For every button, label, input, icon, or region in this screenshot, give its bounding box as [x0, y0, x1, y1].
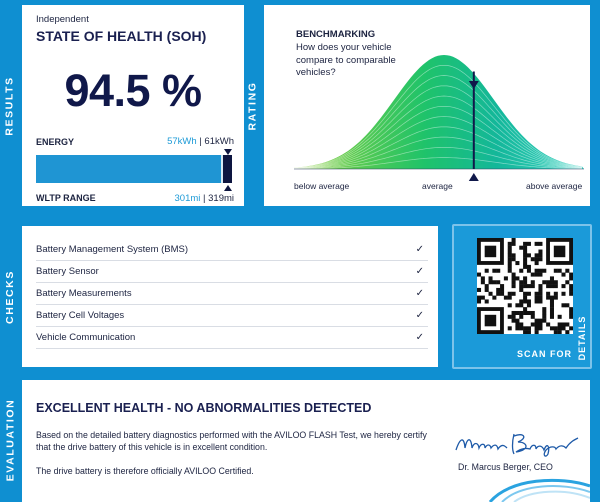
bell-curve-contour — [294, 85, 583, 169]
capacity-bar — [36, 155, 232, 183]
evaluation-card: EXCELLENT HEALTH - NO ABNORMALITIES DETE… — [20, 378, 592, 502]
wltp-range-values: 301mi | 319mi — [174, 193, 235, 204]
range-original: 319mi — [208, 193, 234, 204]
signer-name: Dr. Marcus Berger, CEO — [458, 462, 553, 472]
checkmark-icon: ✓ — [415, 310, 424, 321]
results-title: STATE OF HEALTH (SOH) — [36, 28, 207, 44]
bell-curve-area — [294, 55, 584, 169]
check-row: Battery Cell Voltages ✓ — [36, 305, 428, 327]
evaluation-title: EXCELLENT HEALTH - NO ABNORMALITIES DETE… — [36, 401, 372, 415]
energy-label: ENERGY — [36, 137, 75, 147]
bell-curve-contour — [294, 136, 583, 169]
check-label: Battery Cell Voltages — [36, 310, 125, 321]
checkmark-icon: ✓ — [415, 332, 424, 343]
energy-values: 57kWh | 61kWh — [167, 136, 234, 147]
scale-average: average — [422, 181, 453, 191]
capacity-marker-top — [224, 149, 232, 155]
checkmark-icon: ✓ — [415, 288, 424, 299]
evaluation-side-label: EVALUATION — [4, 398, 17, 482]
rating-card: BENCHMARKING How does your vehicle compa… — [262, 3, 592, 208]
signature — [455, 433, 579, 457]
range-current: 301mi — [174, 193, 201, 204]
qr-code-icon[interactable] — [477, 238, 574, 335]
check-label: Battery Measurements — [36, 288, 132, 299]
soh-value: 94.5 % — [64, 65, 202, 116]
bell-curve-contour — [294, 146, 583, 170]
checkmark-icon: ✓ — [415, 244, 424, 255]
evaluation-paragraph-1: Based on the detailed battery diagnostic… — [36, 430, 427, 452]
scale-above-average: above average — [526, 181, 583, 191]
capacity-bar-cap — [223, 155, 232, 183]
bell-curve-contour — [294, 126, 583, 169]
energy-original: 61kWh — [204, 136, 234, 147]
checks-side-label: CHECKS — [4, 269, 17, 324]
bell-curve-contour — [294, 105, 583, 169]
checks-card: Battery Management System (BMS) ✓ Battery … — [20, 224, 440, 369]
check-row: Battery Measurements ✓ — [36, 283, 428, 305]
benchmarking-title: BENCHMARKING — [296, 29, 376, 40]
check-label: Battery Management System (BMS) — [36, 244, 189, 255]
capacity-marker-bottom — [224, 185, 232, 191]
checkmark-icon: ✓ — [415, 266, 424, 277]
benchmark-curve — [294, 55, 584, 181]
scan-for-label: SCAN FOR — [517, 349, 572, 359]
check-label: Battery Sensor — [36, 266, 99, 277]
check-row: Battery Management System (BMS) ✓ — [36, 239, 428, 261]
bell-curve-contour — [294, 75, 583, 169]
marker-top-triangle — [468, 81, 479, 89]
qr-card[interactable]: SCAN FOR DETAILS — [452, 224, 592, 369]
benchmarking-question: How does your vehicle compare to compara… — [296, 42, 396, 78]
check-row: Vehicle Communication ✓ — [36, 327, 428, 349]
energy-current: 57kWh — [167, 136, 197, 147]
capacity-bar-fill — [36, 155, 222, 183]
scale-below-average: below average — [294, 181, 350, 191]
wltp-range-label: WLTP RANGE — [36, 193, 96, 203]
decorative-swirl-icon — [488, 478, 590, 502]
results-subtitle: Independent — [36, 14, 89, 25]
bell-curve-contour — [294, 116, 583, 169]
evaluation-paragraph-2: The drive battery is therefore officiall… — [36, 466, 254, 476]
check-row: Battery Sensor ✓ — [36, 261, 428, 283]
bell-curve-contour — [294, 157, 582, 170]
check-label: Vehicle Communication — [36, 332, 136, 343]
results-card: Independent STATE OF HEALTH (SOH) 94.5 %… — [20, 3, 246, 208]
bell-curve-contour — [294, 95, 583, 169]
bell-curve-contour — [294, 64, 583, 169]
rating-side-label: RATING — [247, 80, 260, 131]
details-label: DETAILS — [577, 315, 587, 361]
marker-bottom-triangle — [468, 173, 479, 181]
results-side-label: RESULTS — [4, 75, 16, 136]
